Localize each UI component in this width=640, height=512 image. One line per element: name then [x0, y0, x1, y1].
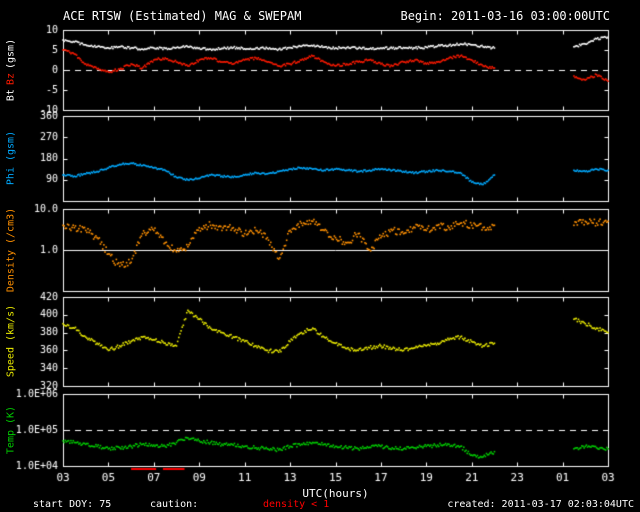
caution-label: caution: — [150, 499, 199, 510]
titlebar: ACE RTSW (Estimated) MAG & SWEPAM Begin:… — [63, 9, 610, 23]
ylabel-bt: Bt — [5, 89, 17, 102]
ylabel-mag: Bt Bz (gsm) — [6, 37, 17, 103]
footer: start DOY: 75 caution: density < 1 creat… — [0, 499, 640, 511]
ylabel-density: Density (/cm3) — [5, 207, 17, 293]
ylabel-mag-unit: (gsm) — [5, 38, 17, 70]
plot-title: ACE RTSW (Estimated) MAG & SWEPAM — [63, 9, 302, 23]
xaxis-label: UTC(hours) — [302, 487, 369, 500]
created-timestamp: created: 2011-03-17 02:03:04UTC — [447, 499, 634, 510]
ylabel-speed: Speed (km/s) — [5, 304, 17, 378]
ylabel-temp: Temp (K) — [5, 405, 17, 455]
caution-value: density < 1 — [263, 499, 330, 510]
ylabel-phi: Phi (gsm) — [5, 130, 17, 186]
start-doy-label: start DOY: 75 — [33, 499, 112, 510]
begin-timestamp: Begin: 2011-03-16 03:00:00UTC — [400, 9, 610, 23]
ylabel-bz: Bz — [5, 73, 17, 86]
